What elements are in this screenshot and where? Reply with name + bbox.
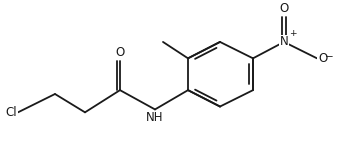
Text: O: O [115,46,125,59]
Text: −: − [324,52,333,62]
Text: NH: NH [146,111,164,124]
Text: Cl: Cl [5,106,17,119]
Text: O: O [318,52,327,65]
Text: O: O [280,2,289,15]
Text: N: N [280,35,288,48]
Text: +: + [290,29,297,38]
